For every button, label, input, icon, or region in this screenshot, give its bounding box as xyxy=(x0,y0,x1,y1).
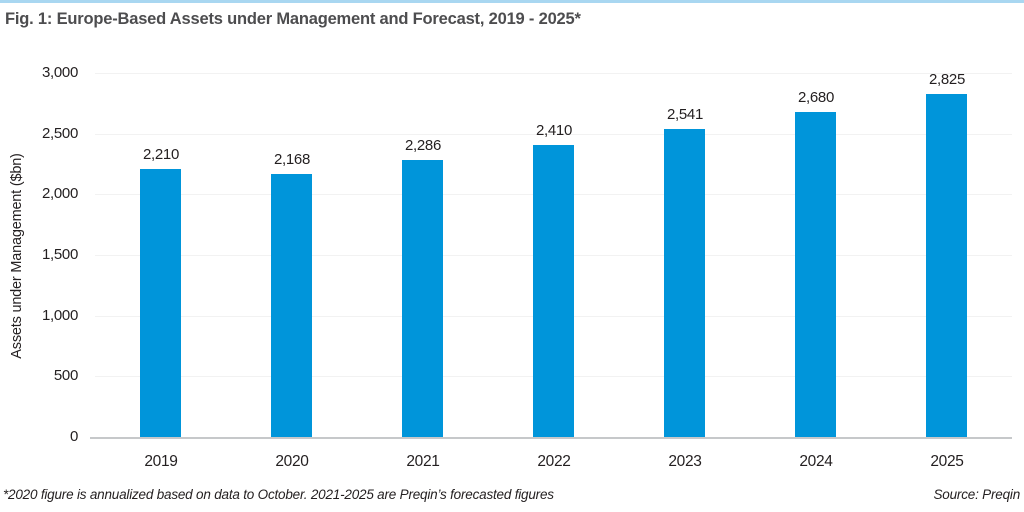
x-tick-label: 2025 xyxy=(930,453,964,470)
y-tick-label: 500 xyxy=(53,367,78,384)
footnote: *2020 figure is annualized based on data… xyxy=(3,487,554,502)
bar-2021 xyxy=(402,160,443,437)
figure-title: Fig. 1: Europe-Based Assets under Manage… xyxy=(5,10,581,28)
gridline xyxy=(95,134,1012,135)
top-accent-border xyxy=(0,0,1024,3)
bar-2024 xyxy=(795,112,836,437)
y-tick-label: 3,000 xyxy=(41,64,78,81)
y-tick-label: 2,500 xyxy=(41,125,78,142)
y-tick-label: 1,000 xyxy=(41,307,78,324)
y-tick-label: 1,500 xyxy=(41,246,78,263)
gridline xyxy=(95,73,1012,74)
bar-value-label: 2,410 xyxy=(535,122,573,139)
bar-value-label: 2,825 xyxy=(928,71,966,88)
x-tick-label: 2024 xyxy=(799,453,833,470)
source-credit: Source: Preqin xyxy=(933,487,1021,502)
bar-2022 xyxy=(533,145,574,437)
bar-2025 xyxy=(926,94,967,437)
x-tick-label: 2021 xyxy=(406,453,440,470)
bar-2019 xyxy=(140,169,181,437)
bar-value-label: 2,168 xyxy=(273,151,311,168)
bar-value-label: 2,680 xyxy=(797,89,835,106)
bar-value-label: 2,210 xyxy=(142,146,180,163)
x-tick-label: 2023 xyxy=(668,453,702,470)
x-tick-label: 2020 xyxy=(275,453,309,470)
y-tick-label: 2,000 xyxy=(41,185,78,202)
x-tick-label: 2019 xyxy=(144,453,178,470)
y-tick-label: 0 xyxy=(69,428,78,445)
bar-2023 xyxy=(664,129,705,437)
bar-value-label: 2,541 xyxy=(666,106,704,123)
bar-value-label: 2,286 xyxy=(404,137,442,154)
bar-2020 xyxy=(271,174,312,437)
x-tick-label: 2022 xyxy=(537,453,571,470)
x-axis-line xyxy=(90,437,1012,439)
